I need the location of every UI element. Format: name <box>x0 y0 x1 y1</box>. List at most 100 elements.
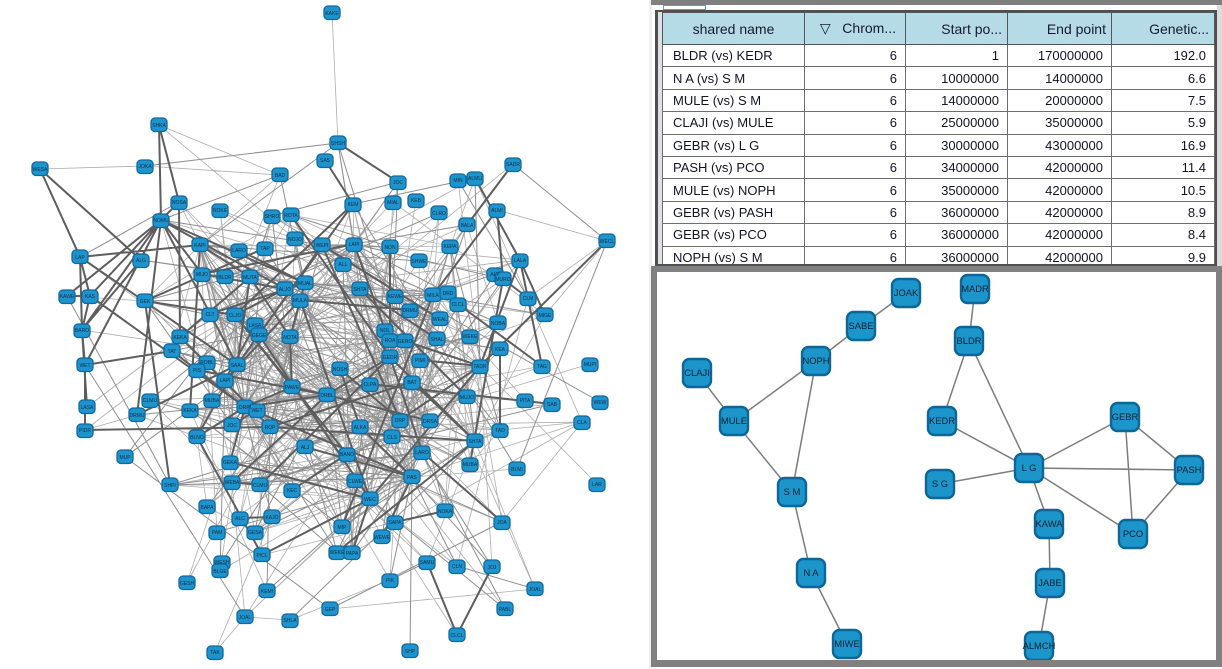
svg-text:JOAK: JOAK <box>894 287 919 298</box>
svg-text:MIJO: MIJO <box>196 272 208 278</box>
svg-text:NOSA: NOSA <box>172 200 187 206</box>
svg-text:CLMU: CLMU <box>143 398 158 404</box>
svg-text:MUBA: MUBA <box>205 398 220 404</box>
svg-text:PCO: PCO <box>1123 528 1143 539</box>
svg-text:NOJO: NOJO <box>288 237 302 243</box>
svg-text:MIN: MIN <box>453 178 463 184</box>
svg-text:PIMI: PIMI <box>415 358 425 364</box>
svg-text:ALMU: ALMU <box>468 176 482 182</box>
svg-text:LAPI: LAPI <box>349 242 360 248</box>
svg-text:SABE: SABE <box>848 320 873 331</box>
svg-text:NOSH: NOSH <box>333 367 348 373</box>
svg-text:NOMU: NOMU <box>153 218 169 224</box>
svg-text:BALA: BALA <box>461 223 474 229</box>
svg-text:KAWE: KAWE <box>60 294 75 300</box>
svg-text:PICL: PICL <box>256 553 267 559</box>
svg-text:ALJO: ALJO <box>279 287 292 293</box>
svg-text:NOL: NOL <box>380 328 391 334</box>
svg-text:SHRO: SHRO <box>265 214 280 220</box>
svg-text:JOAL: JOAL <box>239 615 252 621</box>
svg-text:WEAL: WEAL <box>433 317 447 323</box>
svg-text:DRPI: DRPI <box>239 405 251 411</box>
svg-text:DRMU: DRMU <box>403 308 418 314</box>
svg-text:LAP: LAP <box>75 255 85 261</box>
svg-text:MIWE: MIWE <box>834 638 860 649</box>
svg-text:PAM: PAM <box>212 530 222 536</box>
svg-text:DRP: DRP <box>395 418 406 424</box>
svg-text:PITA: PITA <box>520 398 531 404</box>
svg-text:ROTA: ROTA <box>284 213 298 219</box>
svg-text:SHTA: SHTA <box>354 287 368 293</box>
svg-text:JOJ: JOJ <box>488 565 497 571</box>
svg-text:KAJO: KAJO <box>265 515 278 521</box>
svg-text:KAPI: KAPI <box>194 243 205 249</box>
svg-text:DRSA: DRSA <box>423 419 438 425</box>
svg-text:SADR: SADR <box>506 162 520 168</box>
svg-text:TAK: TAK <box>210 650 220 656</box>
svg-text:SAAL: SAAL <box>231 363 244 369</box>
svg-text:KEDR: KEDR <box>929 415 955 426</box>
svg-text:MIP: MIP <box>338 525 348 531</box>
svg-text:MUBA: MUBA <box>463 462 478 468</box>
svg-text:CLCL: CLCL <box>451 633 464 639</box>
svg-text:JOC: JOC <box>227 423 237 429</box>
svg-text:WEBA: WEBA <box>225 480 240 486</box>
svg-text:MILA: MILA <box>427 293 439 299</box>
svg-text:KEB: KEB <box>411 198 422 204</box>
svg-text:MIAL: MIAL <box>387 200 399 206</box>
svg-text:JOA: JOA <box>497 520 507 526</box>
svg-text:LAPI: LAPI <box>220 378 231 384</box>
svg-text:MIGE: MIGE <box>539 313 552 319</box>
svg-text:WET: WET <box>79 363 90 369</box>
svg-text:SHPI: SHPI <box>164 483 176 489</box>
svg-text:WECL: WECL <box>600 239 615 245</box>
svg-text:KAWA: KAWA <box>1036 518 1064 529</box>
svg-text:BAD: BAD <box>275 173 286 179</box>
svg-text:N A: N A <box>803 567 819 578</box>
svg-text:PAWE: PAWE <box>285 385 300 391</box>
svg-text:NOKE: NOKE <box>213 208 228 214</box>
svg-text:KEPA: KEPA <box>444 244 458 250</box>
svg-text:WEKE: WEKE <box>463 334 478 340</box>
svg-text:PAPA: PAPA <box>346 551 359 557</box>
svg-text:MULA: MULA <box>293 298 308 304</box>
svg-text:GESA: GESA <box>248 530 263 536</box>
svg-text:GESH: GESH <box>180 581 195 587</box>
svg-text:PASH: PASH <box>1177 464 1202 475</box>
svg-text:MUJO: MUJO <box>460 395 474 401</box>
svg-text:GERO: GERO <box>398 339 413 345</box>
svg-text:LAR: LAR <box>592 482 602 488</box>
svg-text:BLGE: BLGE <box>213 569 227 575</box>
svg-text:MURO: MURO <box>495 277 510 283</box>
svg-text:KAKE: KAKE <box>325 11 339 17</box>
svg-text:KEMI: KEMI <box>261 589 273 595</box>
svg-text:CLS: CLS <box>387 435 397 441</box>
svg-text:SHP: SHP <box>405 649 416 655</box>
svg-text:PABL: PABL <box>499 607 512 613</box>
svg-text:WEW: WEW <box>594 400 607 406</box>
svg-text:ALP: ALP <box>490 272 500 278</box>
svg-text:KEC: KEC <box>287 488 298 494</box>
svg-text:CLCL: CLCL <box>452 302 465 308</box>
svg-text:NOBA: NOBA <box>491 321 506 327</box>
svg-text:JOC: JOC <box>393 180 403 186</box>
svg-text:BAT: BAT <box>407 380 416 386</box>
svg-text:BARO: BARO <box>75 328 89 334</box>
svg-text:SAPA: SAPA <box>389 520 403 526</box>
svg-text:SAS: SAS <box>320 158 331 164</box>
svg-text:SAB: SAB <box>547 402 558 408</box>
svg-text:NOTA: NOTA <box>283 335 297 341</box>
svg-text:ALL: ALL <box>339 262 348 268</box>
svg-text:GEBR: GEBR <box>1112 411 1139 422</box>
svg-text:DRMU: DRMU <box>130 413 145 419</box>
svg-text:SHWE: SHWE <box>412 259 428 265</box>
svg-text:WEPI: WEPI <box>316 243 329 249</box>
svg-text:WESA: WESA <box>33 167 48 173</box>
svg-text:CLJO: CLJO <box>229 313 242 319</box>
svg-text:DRD: DRD <box>443 291 454 297</box>
svg-text:ALMCH: ALMCH <box>1023 640 1056 651</box>
svg-text:BAPA: BAPA <box>201 505 215 511</box>
svg-text:MUAL: MUAL <box>298 281 312 287</box>
svg-text:L G: L G <box>1022 462 1037 473</box>
svg-text:WESH: WESH <box>215 560 230 566</box>
